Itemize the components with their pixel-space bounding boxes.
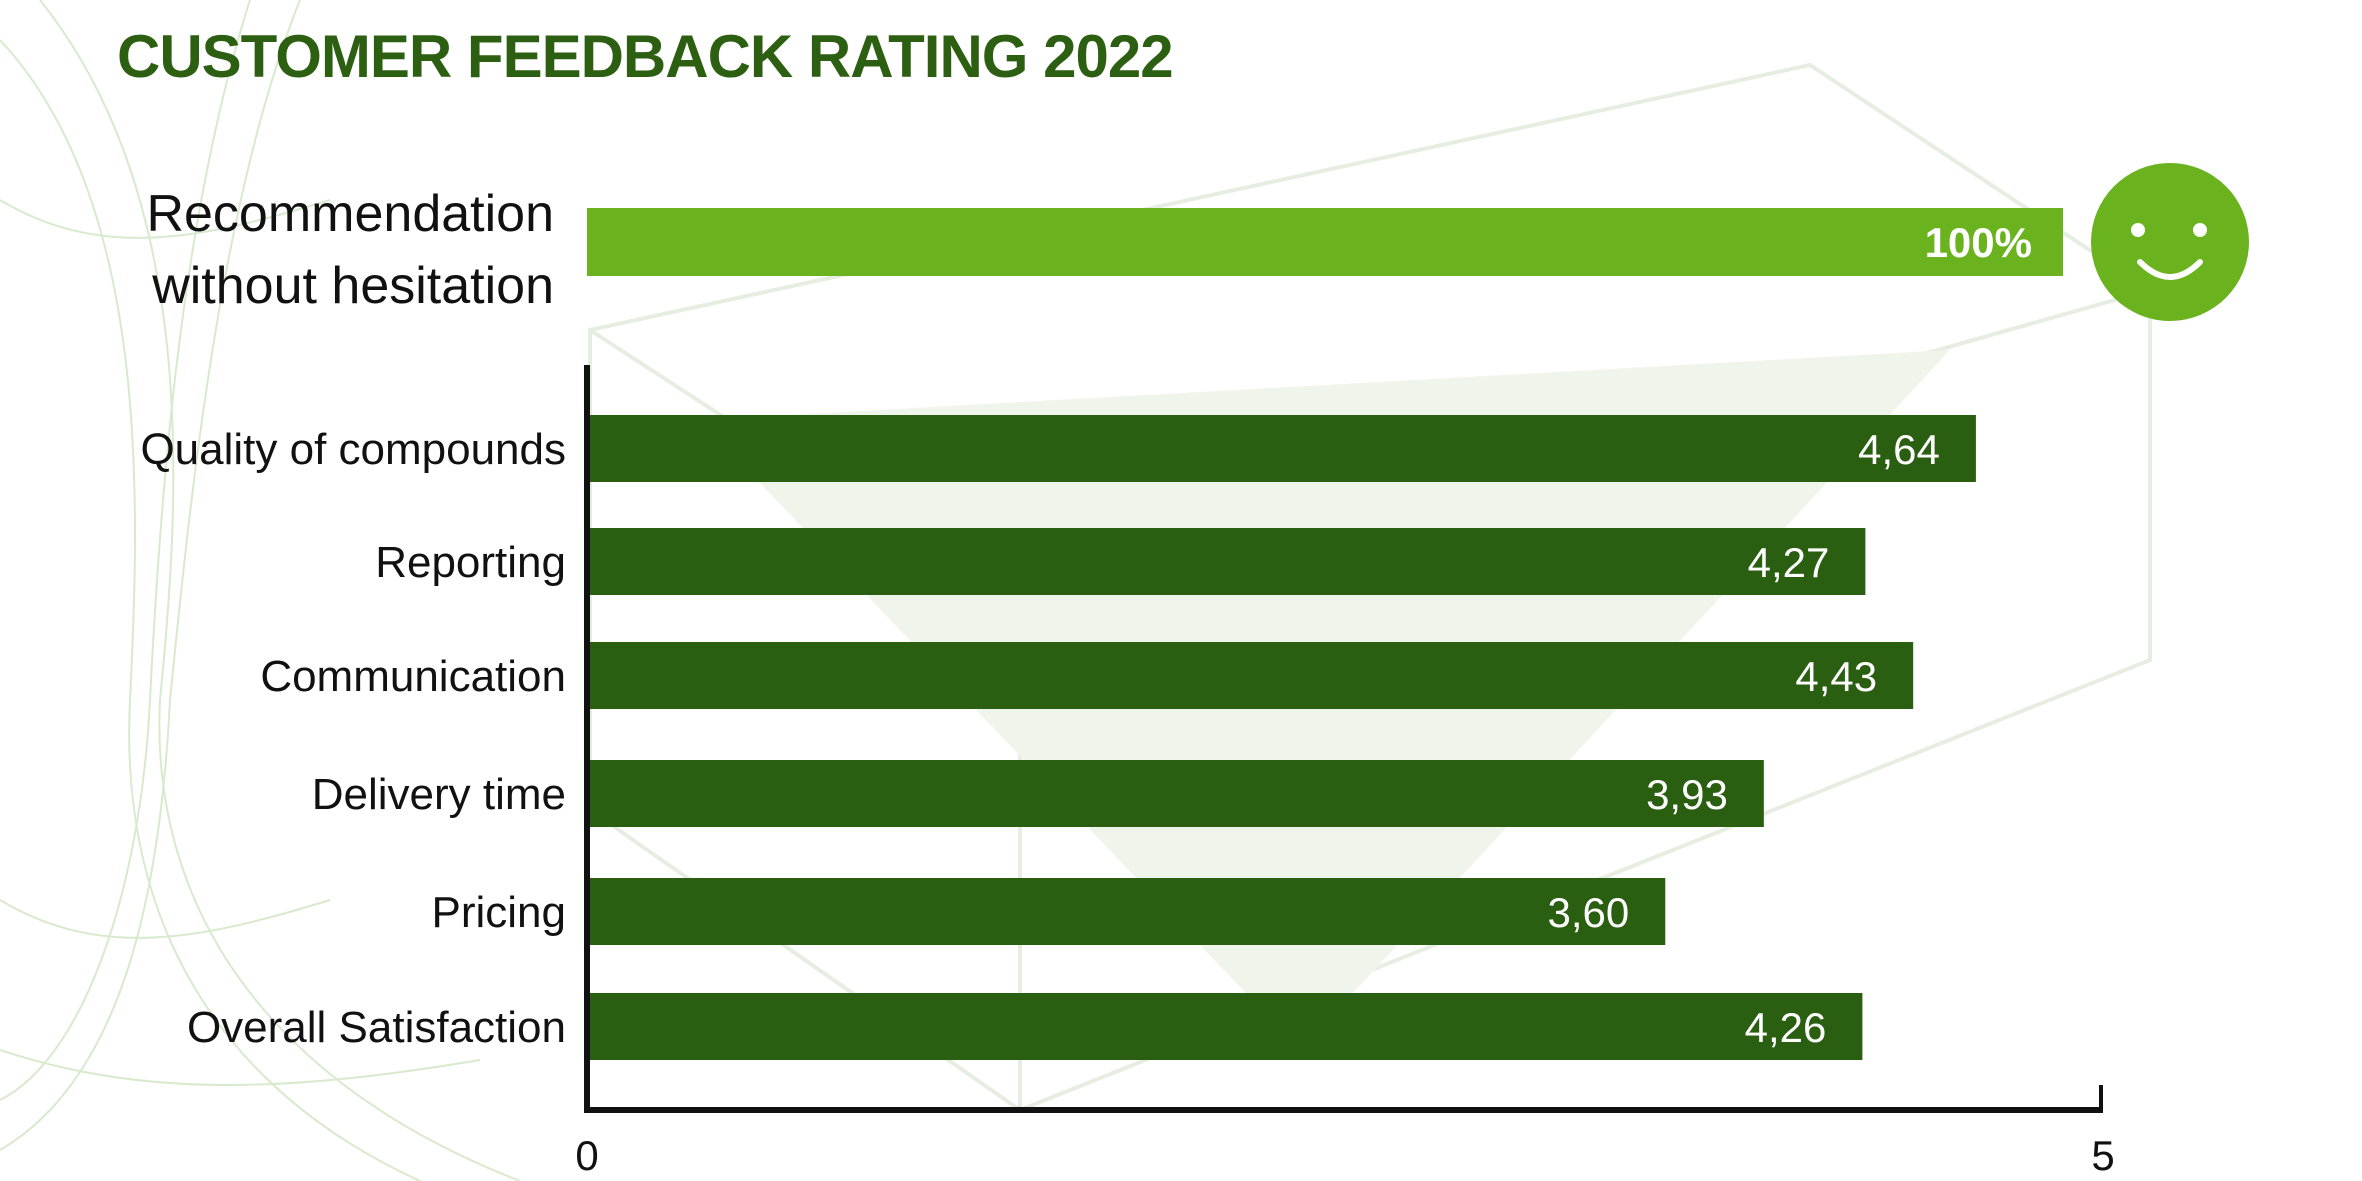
x-tick-label: 5 [2091, 1132, 2114, 1179]
bar [590, 642, 1914, 709]
category-label: Overall Satisfaction [187, 1003, 566, 1052]
highlight-value-label: 100% [1925, 219, 2032, 266]
bar [590, 415, 1976, 482]
bar [590, 993, 1863, 1060]
value-label: 3,60 [1548, 889, 1630, 936]
bar [590, 528, 1866, 595]
chart-title: CUSTOMER FEEDBACK RATING 2022 [117, 23, 1174, 90]
category-label: Quality of compounds [140, 425, 566, 474]
highlight-bar [587, 208, 2063, 276]
value-label: 4,26 [1745, 1004, 1827, 1051]
category-label: Communication [260, 652, 566, 701]
highlight-label: Recommendation without hesitation [146, 185, 554, 315]
bar [590, 760, 1764, 827]
value-label: 4,43 [1795, 653, 1877, 700]
category-label: Pricing [432, 888, 567, 937]
x-tick-label: 0 [575, 1132, 598, 1179]
category-label: Delivery time [312, 770, 566, 819]
smiley-face-icon [2091, 163, 2249, 321]
bar [590, 878, 1666, 945]
value-label: 3,93 [1646, 771, 1728, 818]
category-label: Reporting [375, 538, 566, 587]
value-label: 4,27 [1748, 539, 1830, 586]
value-label: 4,64 [1858, 426, 1940, 473]
